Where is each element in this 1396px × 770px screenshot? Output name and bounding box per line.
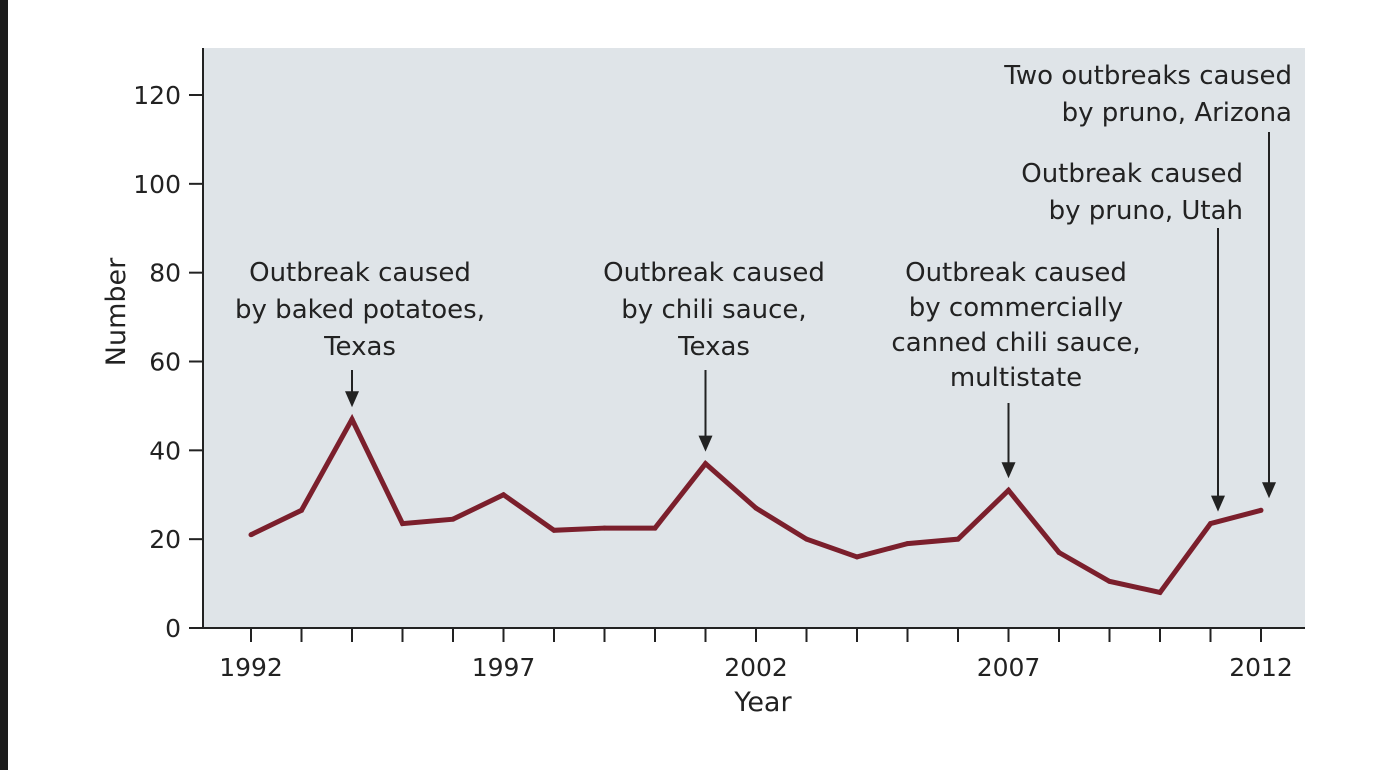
data-point bbox=[1006, 487, 1011, 493]
annotation: Outbreak caused by baked potatoes, Texas bbox=[235, 258, 485, 408]
x-tick-label: 2012 bbox=[1229, 653, 1293, 682]
annotation-text: canned chili sauce, bbox=[891, 328, 1140, 358]
y-axis-title: Number bbox=[101, 257, 132, 366]
y-tick-label: 20 bbox=[149, 525, 181, 554]
data-point bbox=[349, 416, 355, 422]
y-axis: 0 20 40 60 80 100 120 bbox=[133, 48, 204, 643]
annotation-text: Outbreak caused bbox=[905, 258, 1127, 288]
annotation-text: Outbreak caused bbox=[603, 258, 825, 288]
data-point bbox=[551, 527, 557, 533]
line-chart: 0 20 40 60 80 100 120 1992 1997 2002 2007 2012 Out… bbox=[101, 48, 1305, 718]
x-tick-label: 1992 bbox=[219, 653, 283, 682]
annotation-text: multistate bbox=[950, 363, 1082, 393]
annotation: Outbreak caused by chili sauce, Texas bbox=[603, 258, 825, 452]
annotation-arrow-head bbox=[345, 391, 359, 408]
data-point bbox=[652, 525, 658, 531]
x-axis-title: Year bbox=[733, 687, 792, 718]
data-point bbox=[299, 507, 304, 513]
annotation-text: by pruno, Utah bbox=[1049, 196, 1243, 226]
annotation-arrow-head bbox=[1211, 495, 1225, 512]
data-point bbox=[450, 516, 456, 522]
annotation-text: Texas bbox=[677, 332, 750, 362]
annotation-arrow-head bbox=[698, 435, 713, 452]
annotation-text: by commercially bbox=[909, 293, 1123, 323]
figure-frame: 0 20 40 60 80 100 120 1992 1997 2002 2007 2012 Out… bbox=[8, 0, 1396, 770]
annotation-text: Outbreak caused bbox=[249, 258, 471, 288]
y-tick-label: 0 bbox=[165, 614, 181, 643]
y-tick-label: 100 bbox=[133, 170, 181, 199]
data-point bbox=[804, 536, 809, 542]
y-tick-label: 40 bbox=[149, 436, 181, 465]
data-points bbox=[248, 416, 1264, 595]
data-point bbox=[955, 536, 961, 542]
y-tick-label: 120 bbox=[133, 81, 181, 110]
annotation: Outbreak caused by commercially canned chi… bbox=[891, 258, 1141, 479]
annotation-text: by pruno, Arizona bbox=[1062, 98, 1292, 128]
data-point bbox=[1208, 521, 1213, 527]
x-tick-label: 1997 bbox=[472, 653, 536, 682]
data-point bbox=[602, 525, 607, 531]
data-point bbox=[1258, 507, 1264, 513]
annotation-text: Outbreak caused bbox=[1021, 159, 1243, 189]
annotation: Two outbreaks caused by pruno, Arizona bbox=[1003, 61, 1292, 499]
data-point bbox=[400, 521, 405, 527]
annotation: Outbreak caused by pruno, Utah bbox=[1021, 159, 1243, 512]
data-point bbox=[1056, 549, 1062, 555]
x-tick-label: 2002 bbox=[724, 653, 788, 682]
data-point bbox=[1157, 589, 1163, 595]
annotation-arrow-head bbox=[1262, 482, 1276, 499]
y-tick-label: 80 bbox=[149, 259, 181, 288]
data-point bbox=[501, 492, 506, 498]
annotation-text: Texas bbox=[323, 332, 396, 362]
y-tick-label: 60 bbox=[149, 348, 181, 377]
data-point bbox=[905, 541, 910, 547]
data-point bbox=[854, 554, 860, 560]
annotation-text: Two outbreaks caused bbox=[1003, 61, 1292, 91]
plot-area bbox=[203, 48, 1305, 628]
annotation-text: by chili sauce, bbox=[621, 295, 806, 325]
annotation-text: by baked potatoes, bbox=[235, 295, 485, 325]
x-tick-label: 2007 bbox=[977, 653, 1041, 682]
data-point bbox=[753, 505, 759, 511]
annotation-arrow-head bbox=[1001, 462, 1016, 479]
data-point bbox=[703, 461, 708, 467]
data-point bbox=[248, 532, 254, 538]
x-axis: 1992 1997 2002 2007 2012 bbox=[203, 627, 1305, 682]
data-point bbox=[1107, 578, 1112, 584]
